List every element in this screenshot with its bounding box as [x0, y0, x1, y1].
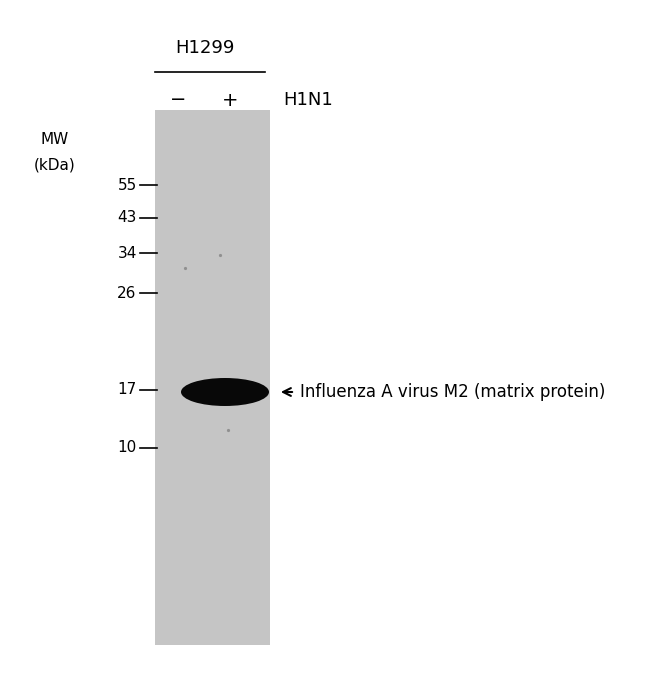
Text: H1N1: H1N1 [283, 91, 333, 109]
Text: 17: 17 [118, 382, 136, 397]
Text: +: + [222, 90, 239, 109]
Text: 34: 34 [118, 246, 136, 261]
Text: H1299: H1299 [176, 39, 235, 57]
Text: Influenza A virus M2 (matrix protein): Influenza A virus M2 (matrix protein) [300, 383, 605, 401]
Text: 43: 43 [118, 211, 136, 226]
Text: −: − [170, 90, 186, 109]
Bar [155, 110, 270, 645]
Text: (kDa): (kDa) [34, 157, 76, 172]
Text: MW: MW [41, 133, 69, 148]
Text: 26: 26 [118, 285, 136, 300]
Text: 55: 55 [118, 178, 136, 192]
Text: 10: 10 [118, 440, 136, 456]
Ellipse shape [181, 378, 269, 406]
